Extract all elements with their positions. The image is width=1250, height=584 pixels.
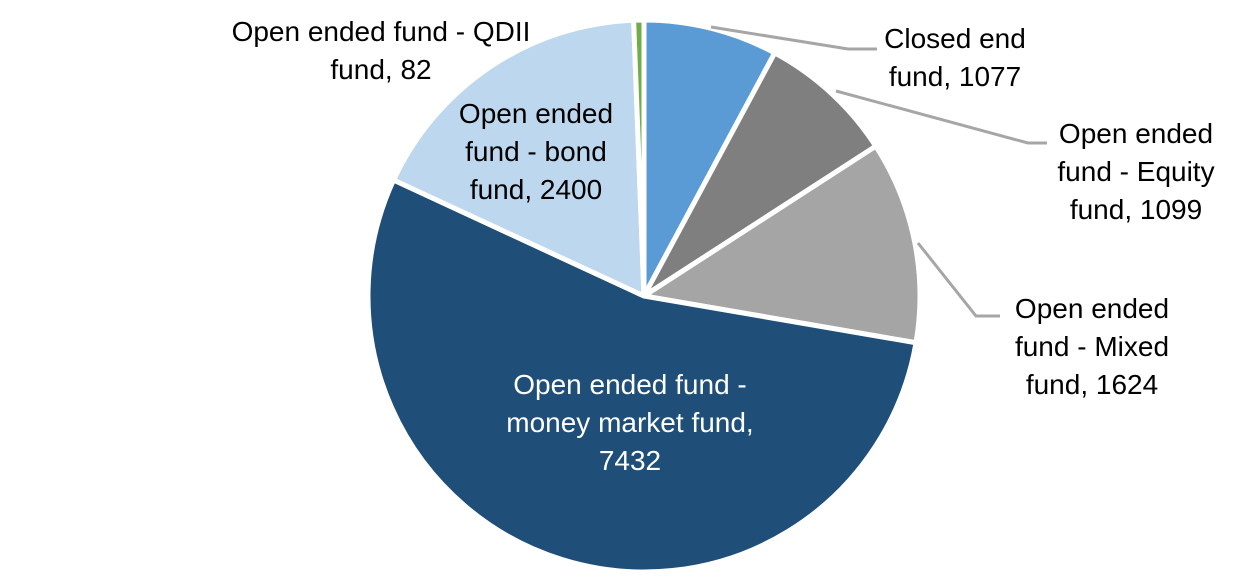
data-label-bond-fund: Open ended fund - bond fund, 2400 <box>458 98 614 205</box>
data-label-money-market-fund: Open ended fund - money market fund, 743… <box>506 369 754 476</box>
pie-slice-equity-fund <box>641 50 879 299</box>
pie-slice-qdii-fund <box>631 17 647 299</box>
leader-line-mixed-fund <box>916 242 1000 318</box>
data-label-equity-fund: Open ended fund - Equity fund, 1099 <box>1057 118 1215 225</box>
pie-slice-bond-fund <box>391 17 647 299</box>
leader-line-equity-fund <box>835 89 1047 145</box>
data-label-closed-end-fund: Closed end fund, 1077 <box>884 23 1026 92</box>
pie-slice-money-market-fund <box>365 177 919 575</box>
data-label-mixed-fund: Open ended fund - Mixed fund, 1624 <box>1014 293 1170 400</box>
data-label-qdii-fund: Open ended fund - QDII fund, 82 <box>231 16 531 85</box>
pie-slice-mixed-fund <box>641 143 923 346</box>
leader-line-closed-end-fund <box>710 25 877 51</box>
